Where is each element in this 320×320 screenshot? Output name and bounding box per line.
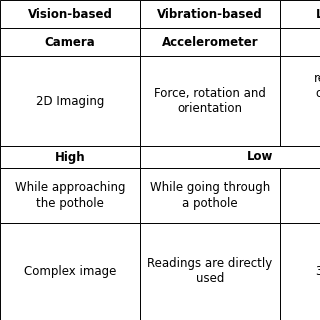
Text: Coll
3D p
wi: Coll 3D p wi [316, 250, 320, 293]
Bar [280, 0, 320, 28]
Bar [0, 0, 140, 28]
Bar [0, 28, 140, 56]
Text: Complex image: Complex image [24, 265, 116, 278]
Text: Vision-based: Vision-based [28, 7, 112, 20]
Text: While going through
a pothole: While going through a pothole [150, 181, 270, 210]
Text: Las-: Las- [316, 7, 320, 20]
Bar [140, 56, 280, 146]
Bar [140, 168, 280, 223]
Bar [280, 168, 320, 223]
Bar [0, 146, 140, 168]
Text: Camera: Camera [44, 36, 95, 49]
Bar [280, 28, 320, 56]
Text: Vibration-based: Vibration-based [157, 7, 263, 20]
Bar [140, 223, 280, 320]
Text: 2D Imaging: 2D Imaging [36, 94, 104, 108]
Bar [140, 28, 280, 56]
Text: Low: Low [247, 150, 273, 164]
Text: recon
of th
usi
ret: recon of th usi ret [314, 72, 320, 130]
Text: High: High [55, 150, 85, 164]
Bar [280, 56, 320, 146]
Bar [0, 168, 140, 223]
Text: While approaching
the pothole: While approaching the pothole [15, 181, 125, 210]
Bar [280, 223, 320, 320]
Bar [0, 223, 140, 320]
Bar [0, 56, 140, 146]
Text: Accelerometer: Accelerometer [162, 36, 258, 49]
Bar [140, 0, 280, 28]
Text: Readings are directly
used: Readings are directly used [148, 258, 273, 285]
Bar [140, 146, 320, 168]
Text: Force, rotation and
orientation: Force, rotation and orientation [154, 87, 266, 115]
